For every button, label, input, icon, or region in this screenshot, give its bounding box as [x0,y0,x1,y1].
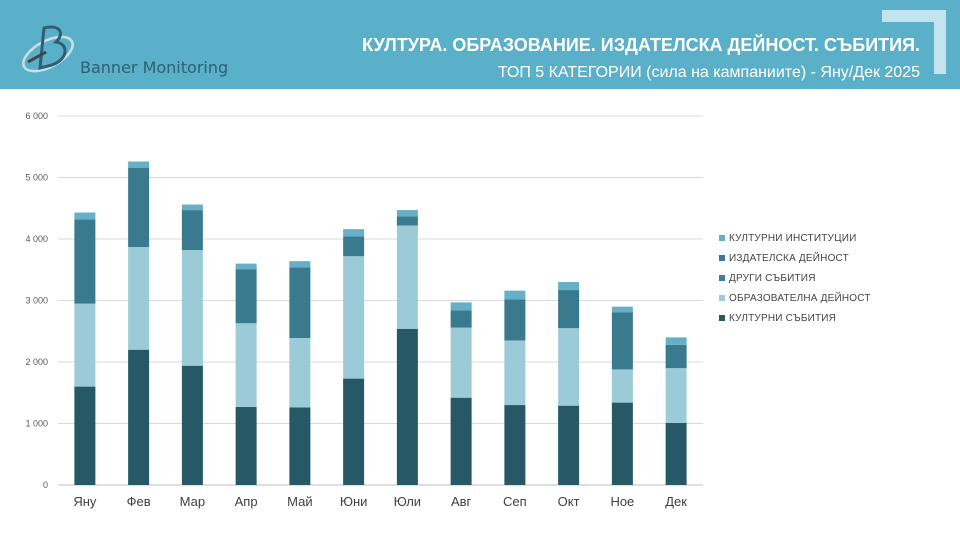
x-tick-label: Окт [558,494,580,509]
bar-segment-1 [558,405,580,485]
chart-legend: КУЛТУРНИ ИНСТИТУЦИИ ИЗДАТЕЛСКА ДЕЙНОСТ ДРУ… [719,228,871,328]
legend-swatch [719,275,725,281]
y-tick-label: 3 000 [25,296,48,306]
x-tick-label: Фев [127,494,151,509]
x-tick-label: Сеп [503,494,527,509]
brand-name: Banner Monitoring [80,58,229,77]
bar-segment-1 [396,328,418,485]
y-tick-label: 4 000 [25,234,48,244]
bar-segment-1 [235,406,257,485]
x-tick-label: Авг [451,494,472,509]
y-tick-label: 6 000 [25,111,48,121]
stacked-bar-chart: 0 1 000 2 000 3 000 4 000 5 000 6 000 Яну Фев Мар… [25,111,703,509]
legend-label: ОБРАЗОВАТЕЛНА ДЕЙНОСТ [729,292,871,304]
legend-item: ДРУГИ СЪБИТИЯ [719,268,871,288]
bar-segment-1 [504,405,526,485]
header-banner: Banner Monitoring КУЛТУРА. ОБРАЗОВАНИЕ. … [0,0,960,89]
bar-segment-4 [450,310,472,328]
x-tick-label: Дек [665,494,687,509]
legend-label: ДРУГИ СЪБИТИЯ [729,272,816,284]
bar-segment-2 [128,246,150,350]
bar-segment-4 [343,236,365,257]
y-tick-label: 0 [43,480,48,490]
bar-segment-4 [181,210,203,251]
bar-segment-5 [181,204,203,211]
y-tick-label: 2 000 [25,357,48,367]
page-subtitle: ТОП 5 КАТЕГОРИИ (сила на кампаниите) - Я… [497,64,920,81]
legend-label: КУЛТУРНИ ИНСТИТУЦИИ [729,232,857,244]
bar-segment-4 [558,290,580,329]
legend-swatch [719,295,725,301]
bar-segment-5 [128,161,150,168]
bar-segment-1 [181,365,203,485]
bar-segment-2 [665,368,687,423]
x-tick-label: Мар [180,494,205,509]
banner-monitoring-logo [22,25,74,73]
legend-swatch [719,235,725,241]
bar-segment-1 [74,386,96,485]
bar-segment-4 [611,312,633,370]
legend-swatch [719,315,725,321]
bar-segment-4 [74,219,96,304]
bar-segment-1 [128,349,150,485]
bar-segment-2 [289,338,311,408]
bar-segment-1 [343,378,365,485]
corner-bracket-icon [882,10,946,74]
x-tick-label: Ное [610,494,634,509]
bar-segment-2 [450,327,472,398]
legend-swatch [719,255,725,261]
x-tick-label: Юни [340,494,368,509]
x-tick-label: Яну [73,494,97,509]
bar-segment-5 [665,337,687,345]
bar-segment-5 [504,290,526,300]
y-tick-label: 1 000 [25,419,48,429]
bar-segment-5 [289,261,311,268]
x-tick-label: Юли [394,494,421,509]
bar-segment-5 [343,229,365,237]
bar-segment-5 [396,210,418,217]
bar-segment-2 [396,225,418,329]
bar-segment-5 [450,302,472,311]
bar-segment-2 [343,256,365,379]
bar-segment-5 [235,263,257,270]
bar-segment-2 [611,369,633,403]
bar-segment-5 [74,212,96,220]
page-title: КУЛТУРА. ОБРАЗОВАНИЕ. ИЗДАТЕЛСКА ДЕЙНОСТ… [362,35,920,55]
bar-segment-1 [450,397,472,485]
bar-segment-5 [611,306,633,313]
bar-segment-4 [289,267,311,339]
bar-segment-1 [289,407,311,485]
legend-label: ИЗДАТЕЛСКА ДЕЙНОСТ [729,252,849,264]
bar-segment-2 [558,328,580,406]
y-tick-label: 5 000 [25,173,48,183]
bar-segment-4 [235,269,257,324]
bar-segment-1 [611,402,633,485]
bar-segment-1 [665,422,687,485]
bar-segment-2 [235,323,257,407]
legend-label: КУЛТУРНИ СЪБИТИЯ [729,312,837,324]
legend-item: КУЛТУРНИ ИНСТИТУЦИИ [719,228,871,248]
legend-item: ИЗДАТЕЛСКА ДЕЙНОСТ [719,248,871,268]
bar-segment-4 [504,299,526,341]
bar-segment-4 [128,167,150,247]
bar-segment-2 [181,250,203,366]
x-tick-label: Май [287,494,312,509]
bar-segment-4 [665,344,687,369]
legend-item: КУЛТУРНИ СЪБИТИЯ [719,308,871,328]
bar-segment-2 [74,303,96,387]
bar-segment-2 [504,340,526,406]
legend-item: ОБРАЗОВАТЕЛНА ДЕЙНОСТ [719,288,871,308]
x-tick-label: Апр [235,494,258,509]
bar-segment-5 [558,282,580,291]
bar-segment-4 [396,216,418,226]
